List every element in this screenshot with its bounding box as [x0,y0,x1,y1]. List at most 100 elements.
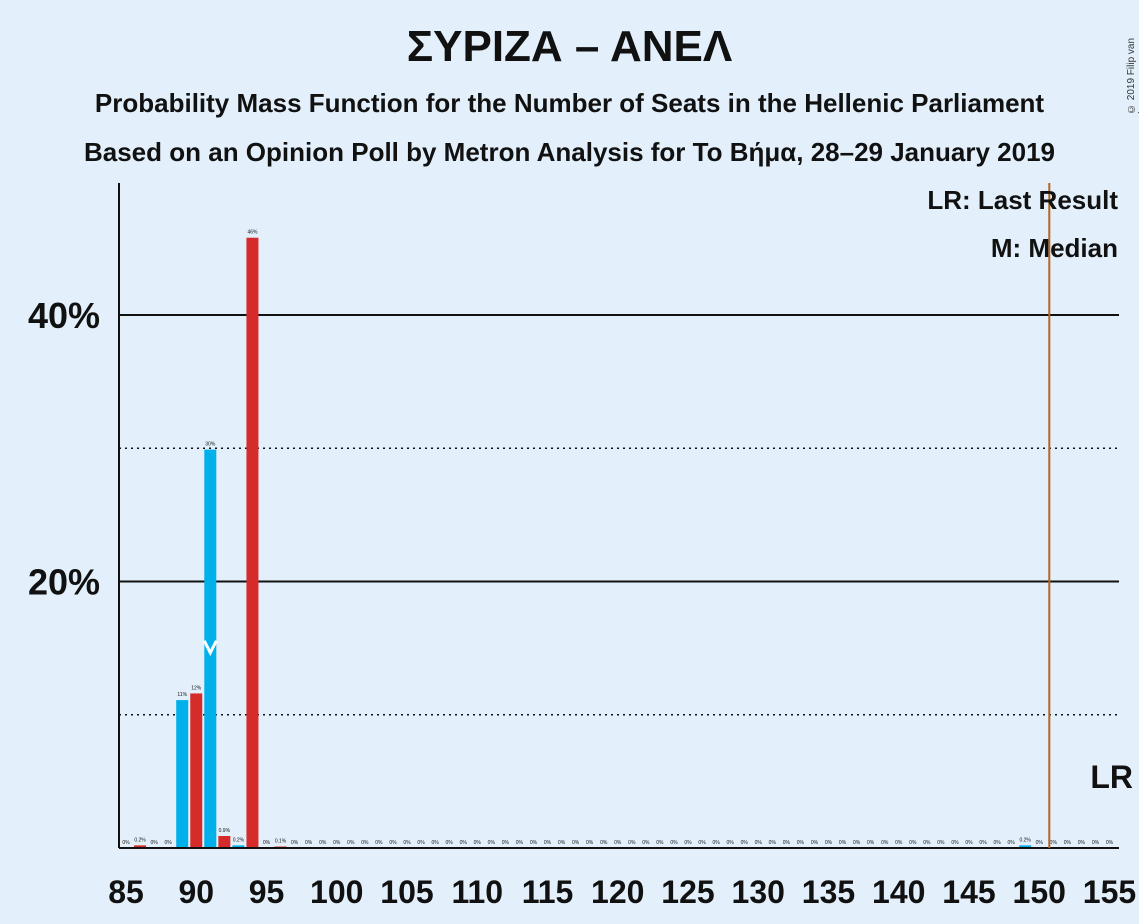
x-tick-label-130: 130 [732,874,785,910]
bar-label-seat-101: 0% [347,840,355,846]
bar-label-seat-131: 0% [769,840,777,846]
bar-label-seat-153: 0% [1078,840,1086,846]
bar-label-seat-144: 0% [951,840,959,846]
bar-label-seat-139: 0% [881,840,889,846]
bar-label-seat-118: 0% [586,840,594,846]
bar-label-seat-106: 0% [417,840,425,846]
bar-label-seat-154: 0% [1092,840,1100,846]
bar-label-seat-134: 0% [811,840,819,846]
bar-label-seat-123: 0% [656,840,664,846]
bar-label-seat-119: 0% [600,840,608,846]
bar-label-seat-146: 0% [979,840,987,846]
x-tick-label-135: 135 [802,874,855,910]
bar-label-seat-121: 0% [628,840,636,846]
x-tick-label-115: 115 [522,874,574,910]
bar-label-seat-117: 0% [572,840,580,846]
bar-label-seat-94: 46% [247,230,258,236]
chart-subtitle-1: Probability Mass Function for the Number… [94,88,1045,118]
bar-label-seat-140: 0% [895,840,903,846]
chart-subtitle-2: Based on an Opinion Poll by Metron Analy… [83,137,1056,167]
x-tick-label-110: 110 [451,874,503,910]
x-tick-label-145: 145 [942,874,995,910]
x-tick-label-105: 105 [380,874,433,910]
bar-label-seat-120: 0% [614,840,622,846]
bar-label-seat-110: 0% [474,840,482,846]
bar-label-seat-116: 0% [558,840,566,846]
gridlines [119,314,1119,716]
bar-label-seat-100: 0% [333,840,341,846]
bar-label-seat-137: 0% [853,840,861,846]
x-tick-label-120: 120 [591,874,644,910]
bar-label-seat-128: 0% [727,840,735,846]
bar-seat-94 [246,237,259,849]
bar-label-seat-90: 12% [191,685,202,691]
bar-label-seat-97: 0% [291,840,299,846]
bar-seat-149 [1019,845,1032,848]
bar-label-seat-86: 0.2% [134,837,146,843]
bar-label-seat-104: 0% [389,840,397,846]
bar-label-seat-88: 0% [165,840,173,846]
bar-label-seat-130: 0% [755,840,763,846]
bar-seat-91 [204,449,217,848]
bar-label-seat-103: 0% [375,840,383,846]
bar-seat-92 [218,836,231,848]
bar-label-seat-138: 0% [867,840,875,846]
x-tick-label-85: 85 [108,874,144,910]
bar-label-seat-108: 0% [446,840,454,846]
bar-label-seat-122: 0% [642,840,650,846]
median-marker [202,640,218,657]
x-tick-label-150: 150 [1013,874,1066,910]
bar-seat-93 [232,845,245,848]
x-tick-label-140: 140 [872,874,925,910]
bar-label-seat-98: 0% [305,840,313,846]
bar-label-seat-91: 30% [205,442,216,448]
bar-label-seat-126: 0% [698,840,706,846]
bar-seat-89 [176,700,189,848]
bar-label-seat-87: 0% [150,840,158,846]
bar-label-seat-85: 0% [122,840,130,846]
bar-label-seat-152: 0% [1064,840,1072,846]
legend: LR: Last Result M: Median LR [927,185,1133,795]
bar-label-seat-107: 0% [431,840,439,846]
bar-label-seat-93: 0.2% [233,837,245,843]
bar-label-seat-136: 0% [839,840,847,846]
bar-label-seat-147: 0% [993,840,1001,846]
x-tick-label-100: 100 [310,874,363,910]
bar-label-seat-143: 0% [937,840,945,846]
last-result-marker-label: LR [1090,759,1133,795]
bar-label-seat-127: 0% [712,840,720,846]
axes: 20% 40% 85 90 95 100 105 110 115 120 125 130 135 140 1… [28,183,1136,910]
bar-label-seat-95: 0% [263,840,271,846]
bar-label-seat-133: 0% [797,840,805,846]
y-tick-label-40: 40% [28,295,100,336]
bar-label-seat-155: 0% [1106,840,1114,846]
bar-label-seat-92: 0.9% [219,828,231,834]
bar-label-seat-145: 0% [965,840,973,846]
bar-label-seat-99: 0% [319,840,327,846]
legend-median: M: Median [991,233,1118,263]
bar-label-seat-129: 0% [741,840,749,846]
bar-label-seat-102: 0% [361,840,369,846]
bar-label-seat-142: 0% [923,840,931,846]
bar-label-seat-151: 0% [1050,840,1058,846]
x-tick-label-90: 90 [178,874,214,910]
legend-last-result: LR: Last Result [927,185,1118,215]
x-tick-label-125: 125 [661,874,714,910]
x-tick-label-155: 155 [1083,874,1136,910]
bar-label-seat-125: 0% [684,840,692,846]
bar-label-seat-132: 0% [783,840,791,846]
bar-label-seat-96: 0.1% [275,839,287,845]
bar-label-seat-89: 11% [177,692,187,698]
bar-label-seat-148: 0% [1008,840,1016,846]
bar-label-seat-114: 0% [530,840,538,846]
bar-seat-86 [134,845,147,848]
bar-label-seat-109: 0% [460,840,468,846]
y-tick-label-20: 20% [28,562,100,603]
bar-label-seat-105: 0% [403,840,411,846]
bar-value-labels: 0% 0% 11% 30% 0.2% 0% 0% 0% 0% 0% 0% 0% 0% 0% 0% 0% 0% 0%… [122,230,1113,846]
bar-label-seat-124: 0% [670,840,678,846]
bar-label-seat-135: 0% [825,840,833,846]
bar-label-seat-111: 0% [488,840,496,846]
bar-label-seat-150: 0% [1036,840,1044,846]
